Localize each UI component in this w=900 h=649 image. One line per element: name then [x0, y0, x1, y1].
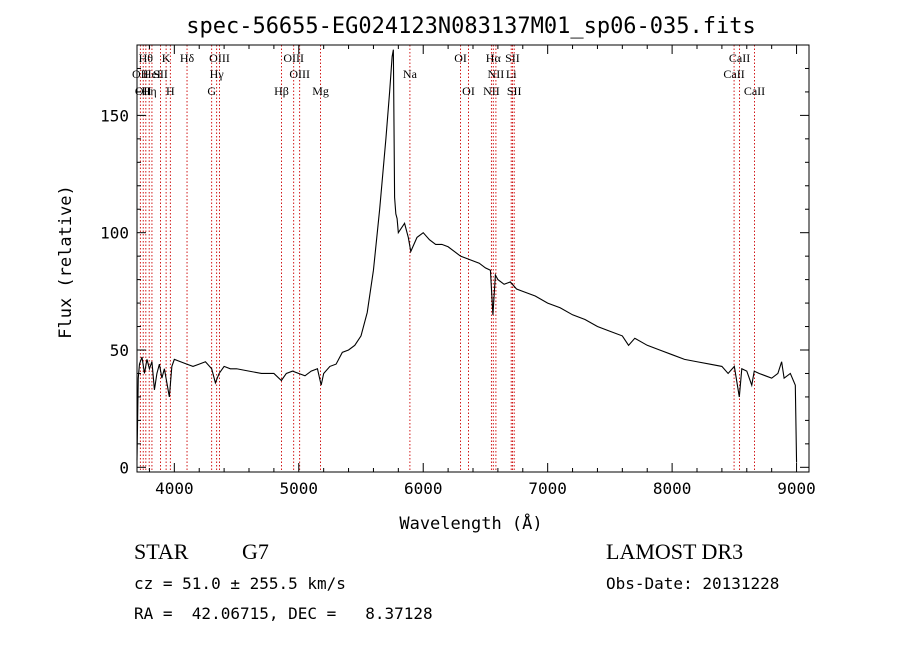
y-tick-label: 0 [119, 458, 129, 477]
coordinates: RA = 42.06715, DEC = 8.37128 [134, 604, 433, 623]
x-tick-label: 5000 [280, 479, 319, 498]
spectral-line-label: SII [507, 84, 522, 98]
spectral-line-label: Hβ [274, 84, 289, 98]
spectral-line-label: Hη [142, 84, 157, 98]
object-class: STAR [134, 539, 189, 564]
spectral-line-label: Hγ [210, 67, 225, 81]
x-axis-ticks: 4000 5000 6000 7000 8000 9000 [148, 45, 816, 498]
x-axis-label: Wavelength (Å) [399, 512, 542, 534]
plot-frame [136, 44, 810, 473]
spectral-line-label: Li [506, 67, 517, 81]
spectral-line-label: OI [462, 84, 475, 98]
x-tick-label: 7000 [528, 479, 567, 498]
y-tick-label: 50 [110, 341, 129, 360]
spectral-line-label: NII [483, 84, 500, 98]
spectral-line-label: CaII [744, 84, 765, 98]
spectral-line-label: NII [488, 67, 505, 81]
spectral-line-label: SII [153, 67, 168, 81]
spectral-line-label: Hδ [180, 51, 195, 65]
y-tick-label: 150 [100, 106, 129, 125]
spectral-line-label: Hθ [139, 51, 154, 65]
y-axis-label: Flux (relative) [56, 185, 76, 339]
spectral-line-label: Hα [486, 51, 502, 65]
spectrum-series-line [136, 49, 798, 463]
redshift-text: cz = 51.0 ± 255.5 km/s [134, 574, 346, 593]
spectral-line-label: Na [403, 67, 418, 81]
x-tick-label: 4000 [155, 479, 194, 498]
spectral-line-label: G [207, 84, 216, 98]
spectral-line-label: OII [135, 84, 152, 98]
y-axis-ticks: 0 50 100 150 [100, 67, 809, 477]
spectral-line-labels: OIIOIIHθHηHeISIIKHHδGHγOIIIHβOIIIOIIIMgN… [132, 51, 765, 98]
x-tick-label: 8000 [653, 479, 692, 498]
spectral-line-label: CaII [729, 51, 750, 65]
spectral-line-label: OIII [289, 67, 310, 81]
spectral-line-label: K [162, 51, 171, 65]
spectral-line-label: Mg [312, 84, 329, 98]
x-tick-label: 9000 [777, 479, 816, 498]
y-tick-label: 100 [100, 224, 129, 243]
spectral-line-label: OII [132, 67, 149, 81]
spectral-line-label: CaII [723, 67, 744, 81]
spectral-line-label: OI [454, 51, 467, 65]
spectral-line-label: OIII [283, 51, 304, 65]
spectral-line-label: OIII [209, 51, 230, 65]
object-subclass: G7 [242, 539, 269, 564]
spectral-line-label: H [166, 84, 175, 98]
x-tick-label: 6000 [404, 479, 443, 498]
chart-title: spec-56655-EG024123N083137M01_sp06-035.f… [186, 14, 756, 39]
survey-name: LAMOST DR3 [606, 539, 744, 564]
spectral-line-label: HeI [143, 67, 161, 81]
spectral-line-markers [139, 45, 755, 472]
spectral-line-label: SII [505, 51, 520, 65]
observation-date: Obs-Date: 20131228 [606, 574, 780, 593]
